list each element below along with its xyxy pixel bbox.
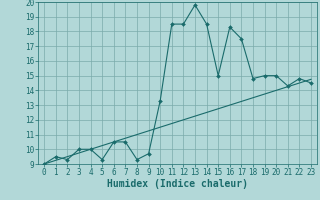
X-axis label: Humidex (Indice chaleur): Humidex (Indice chaleur) bbox=[107, 179, 248, 189]
